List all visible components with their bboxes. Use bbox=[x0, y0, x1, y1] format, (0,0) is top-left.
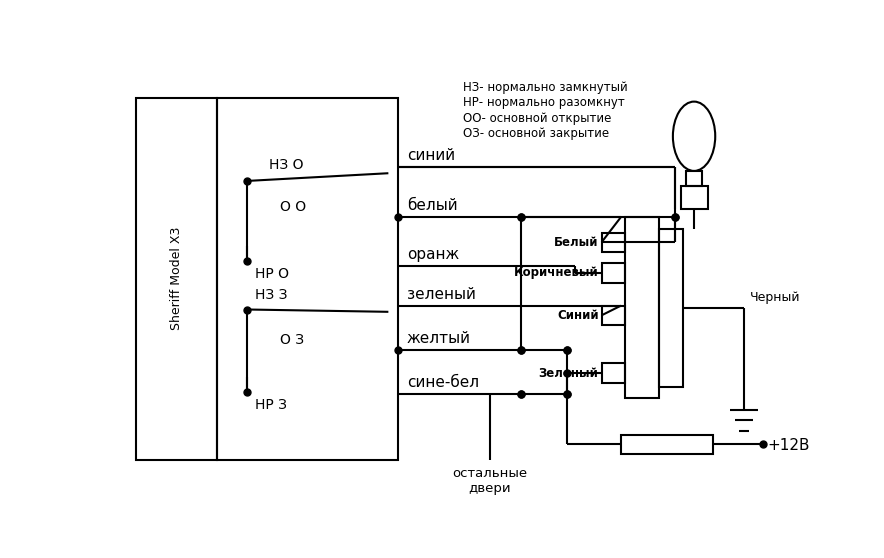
Text: НР- нормально разомкнут: НР- нормально разомкнут bbox=[463, 96, 625, 109]
Text: Зеленый: Зеленый bbox=[538, 367, 598, 379]
Text: оранж: оранж bbox=[407, 247, 459, 262]
Bar bbox=[625, 217, 659, 398]
Text: Синий: Синий bbox=[557, 309, 598, 322]
Bar bbox=[602, 363, 625, 383]
Bar bbox=[686, 171, 702, 186]
Text: НЗ О: НЗ О bbox=[269, 158, 303, 172]
Text: Коричневый: Коричневый bbox=[514, 266, 598, 280]
Text: О О: О О bbox=[280, 200, 306, 214]
Text: НР З: НР З bbox=[255, 398, 287, 412]
Text: зеленый: зеленый bbox=[407, 287, 476, 302]
Text: белый: белый bbox=[407, 198, 458, 213]
Text: желтый: желтый bbox=[407, 331, 471, 347]
Text: НР О: НР О bbox=[255, 267, 289, 281]
Text: +12В: +12В bbox=[767, 438, 810, 453]
Text: ОЗ- основной закрытие: ОЗ- основной закрытие bbox=[463, 127, 609, 140]
Bar bbox=[136, 98, 217, 460]
Ellipse shape bbox=[673, 102, 715, 171]
Text: ОО- основной открытие: ОО- основной открытие bbox=[463, 112, 612, 124]
Text: Черный: Черный bbox=[751, 291, 801, 304]
Text: НЗ- нормально замкнутый: НЗ- нормально замкнутый bbox=[463, 81, 628, 94]
Bar bbox=[217, 98, 398, 460]
Bar bbox=[602, 233, 625, 252]
Bar bbox=[681, 186, 707, 209]
Bar bbox=[602, 306, 625, 325]
Text: Sheriff Model X3: Sheriff Model X3 bbox=[170, 227, 183, 330]
Bar bbox=[621, 435, 713, 454]
Text: сине-бел: сине-бел bbox=[407, 376, 479, 391]
Text: Белый: Белый bbox=[554, 235, 598, 249]
Text: остальные
двери: остальные двери bbox=[453, 468, 528, 496]
Bar bbox=[602, 263, 625, 282]
Text: синий: синий bbox=[407, 148, 455, 163]
Text: НЗ З: НЗ З bbox=[255, 288, 287, 302]
Text: О З: О З bbox=[280, 333, 304, 348]
Bar bbox=[659, 229, 682, 387]
